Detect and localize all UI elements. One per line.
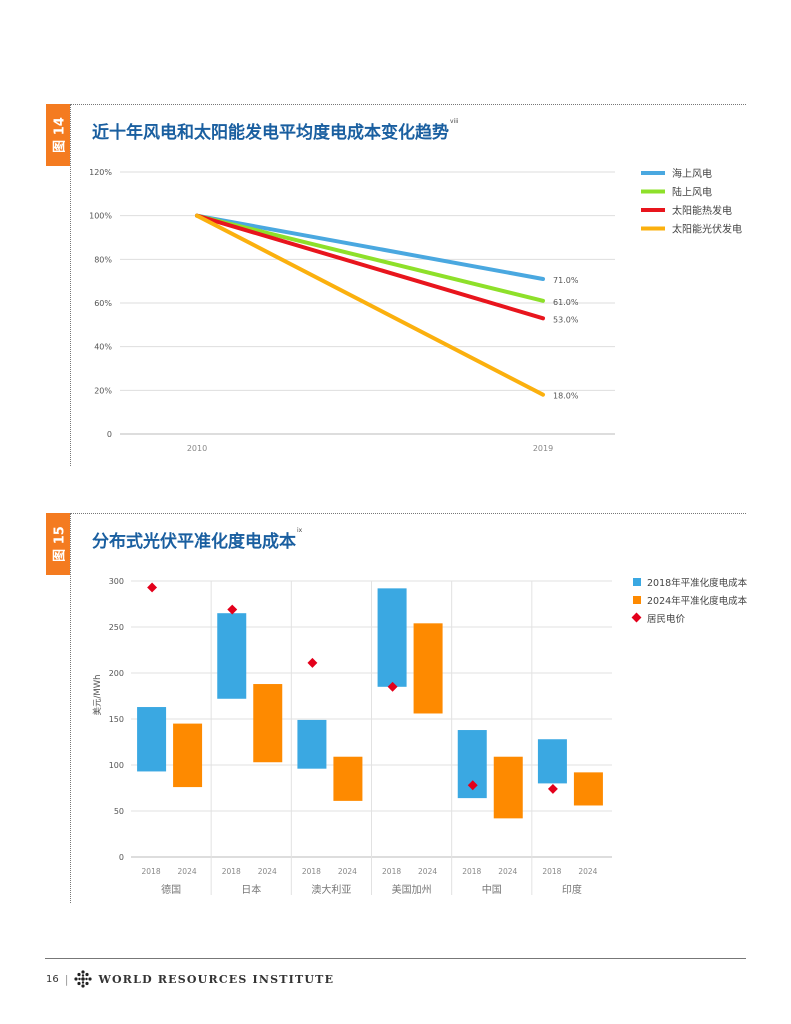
fig14-side-rule	[70, 104, 71, 466]
data-label: 61.0%	[553, 298, 579, 307]
x-tick-label: 2024	[578, 867, 597, 876]
legend-label: 居民电价	[647, 613, 686, 625]
x-tick-label: 2010	[187, 444, 207, 453]
y-tick-label: 300	[109, 577, 124, 586]
page-number: 16	[46, 973, 59, 985]
fig14-top-rule	[70, 104, 746, 105]
price-marker	[307, 657, 318, 668]
series-line	[195, 213, 545, 303]
legend-swatch	[633, 578, 641, 586]
data-label: 18.0%	[553, 392, 579, 401]
bar-2024	[573, 772, 603, 806]
y-tick-label: 0	[107, 430, 112, 439]
group-label: 美国加州	[392, 883, 432, 896]
group-label: 中国	[482, 883, 502, 896]
y-tick-label: 200	[109, 669, 124, 678]
data-label: 71.0%	[553, 276, 579, 285]
series-line	[195, 213, 545, 321]
fig15-top-rule	[70, 513, 746, 514]
fig14-tag: 图 14	[46, 104, 70, 166]
x-tick-label: 2019	[533, 444, 553, 453]
x-tick-label: 2018	[222, 867, 241, 876]
x-tick-label: 2024	[258, 867, 277, 876]
price-marker	[547, 783, 558, 794]
legend-swatch	[631, 612, 642, 623]
fig14-title-text: 近十年风电和太阳能发电平均度电成本变化趋势	[92, 123, 449, 143]
bar-2024	[333, 756, 363, 801]
x-tick-label: 2024	[178, 867, 197, 876]
fig15-title: 分布式光伏平准化度电成本ix	[92, 527, 302, 552]
x-tick-label: 2018	[302, 867, 321, 876]
wri-logo-icon	[74, 970, 93, 988]
price-marker	[467, 780, 478, 791]
bar-2024	[493, 756, 523, 819]
y-tick-label: 100	[109, 761, 124, 770]
x-tick-label: 2018	[542, 867, 561, 876]
fig15-tag: 图 15	[46, 513, 70, 575]
y-tick-label: 100%	[89, 212, 112, 221]
y-tick-label: 80%	[94, 255, 112, 264]
legend-label: 2024年平准化度电成本	[647, 595, 748, 607]
x-tick-label: 2024	[338, 867, 357, 876]
price-marker	[387, 681, 398, 692]
y-tick-label: 150	[109, 715, 124, 724]
y-tick-label: 20%	[94, 386, 112, 395]
bar-2018	[297, 719, 327, 769]
group-label: 印度	[562, 883, 582, 896]
series-line	[195, 213, 545, 397]
footer-separator: |	[64, 972, 69, 986]
y-tick-label: 120%	[89, 168, 112, 177]
bar-2018	[537, 739, 567, 784]
legend-label: 太阳能光伏发电	[672, 223, 742, 236]
bar-2018	[137, 707, 167, 772]
org-name: WORLD RESOURCES INSTITUTE	[98, 972, 335, 986]
footer: 16 | WORLD RESOURCES INSTITUTE	[46, 970, 334, 988]
x-tick-label: 2024	[418, 867, 437, 876]
legend-swatch	[633, 596, 641, 604]
y-tick-label: 60%	[94, 299, 112, 308]
fig14-title-note: viii	[450, 118, 459, 125]
fig15-side-rule	[70, 513, 71, 903]
bar-2018	[377, 588, 407, 687]
x-tick-label: 2024	[498, 867, 517, 876]
x-tick-label: 2018	[462, 867, 481, 876]
y-tick-label: 40%	[94, 343, 112, 352]
x-tick-label: 2018	[142, 867, 161, 876]
legend-label: 陆上风电	[672, 186, 712, 199]
group-label: 日本	[241, 883, 261, 896]
x-tick-label: 2018	[382, 867, 401, 876]
legend-label: 太阳能热发电	[672, 204, 732, 217]
fig14-title: 近十年风电和太阳能发电平均度电成本变化趋势viii	[92, 118, 459, 143]
legend-label: 海上风电	[672, 167, 712, 180]
series-line	[195, 213, 545, 281]
y-tick-label: 50	[114, 807, 124, 816]
bar-2024	[173, 723, 203, 788]
bar-2024	[413, 623, 443, 714]
bar-2018	[217, 613, 247, 699]
y-axis-label: 美元/MWh	[92, 675, 103, 716]
legend-label: 2018年平准化度电成本	[647, 577, 748, 589]
price-marker	[147, 582, 158, 593]
y-tick-label: 250	[109, 623, 124, 632]
price-marker	[227, 604, 238, 615]
footer-rule	[45, 958, 746, 959]
fig15-title-note: ix	[297, 527, 303, 534]
group-label: 德国	[161, 883, 181, 896]
y-tick-label: 0	[119, 853, 124, 862]
bar-2024	[253, 684, 283, 763]
data-label: 53.0%	[553, 315, 579, 324]
group-label: 澳大利亚	[311, 883, 351, 896]
fig15-title-text: 分布式光伏平准化度电成本	[92, 532, 296, 552]
